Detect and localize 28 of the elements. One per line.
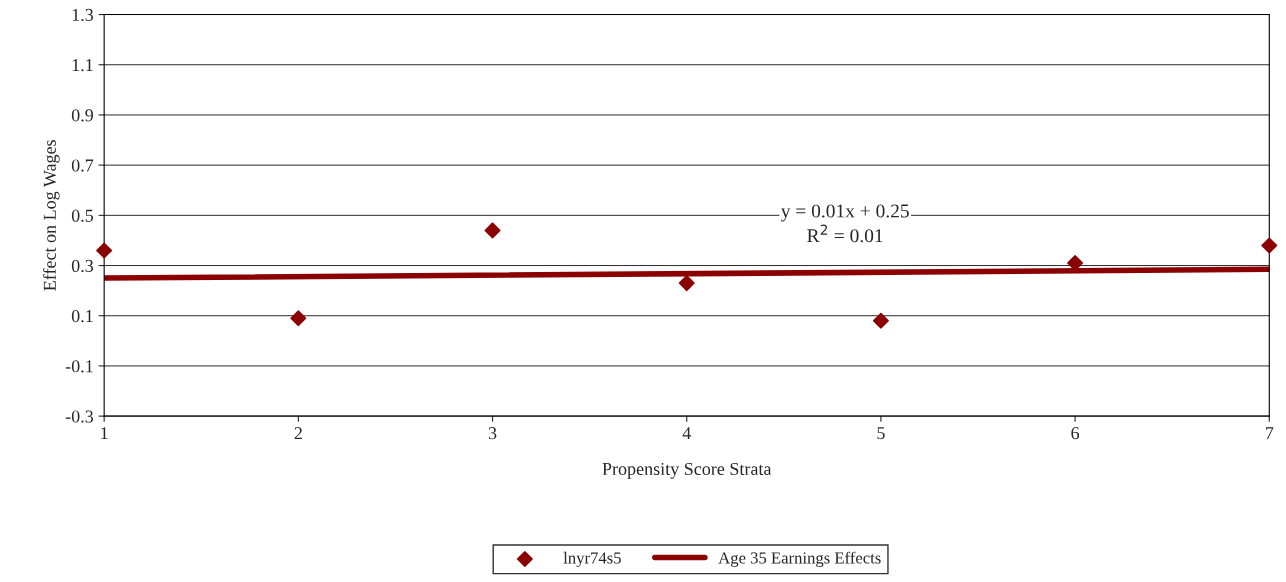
x-tick-label: 4	[682, 427, 691, 440]
y-tick-label: -0.3	[65, 410, 94, 423]
x-tick-label: 3	[488, 427, 497, 440]
x-tick-label: 5	[877, 427, 885, 440]
legend-label: lnyr74s5	[563, 551, 621, 567]
y-tick-label: 1.1	[72, 59, 93, 72]
y-tick-label: 0.9	[71, 109, 94, 122]
annotation: R$^{2}$ = 0.01	[807, 224, 883, 243]
point	[678, 275, 695, 292]
y-tick-label: -0.1	[65, 360, 93, 373]
point	[872, 312, 889, 329]
y-tick-label: 0.1	[71, 309, 93, 323]
point	[1261, 237, 1278, 254]
y-tick-label: 0.5	[71, 209, 94, 222]
y-tick-label: 1.3	[72, 8, 94, 22]
y-tick-label: 0.3	[71, 259, 94, 273]
x-tick-label: 6	[1071, 427, 1080, 440]
x-axis-title: Propensity Score Strata	[602, 462, 772, 479]
point	[290, 310, 307, 327]
y-tick-label: 0.7	[71, 159, 94, 172]
x-tick-label: 1	[101, 427, 108, 440]
point	[484, 222, 501, 239]
point	[96, 242, 113, 259]
y-axis-title: Effect on Log Wages	[43, 140, 60, 291]
x-tick-label: 7	[1265, 427, 1274, 440]
annotation: y = 0.01x + 0.25	[780, 204, 909, 222]
legend-label: Age 35 Earnings Effects	[718, 551, 881, 567]
x-tick-label: 2	[294, 427, 302, 440]
